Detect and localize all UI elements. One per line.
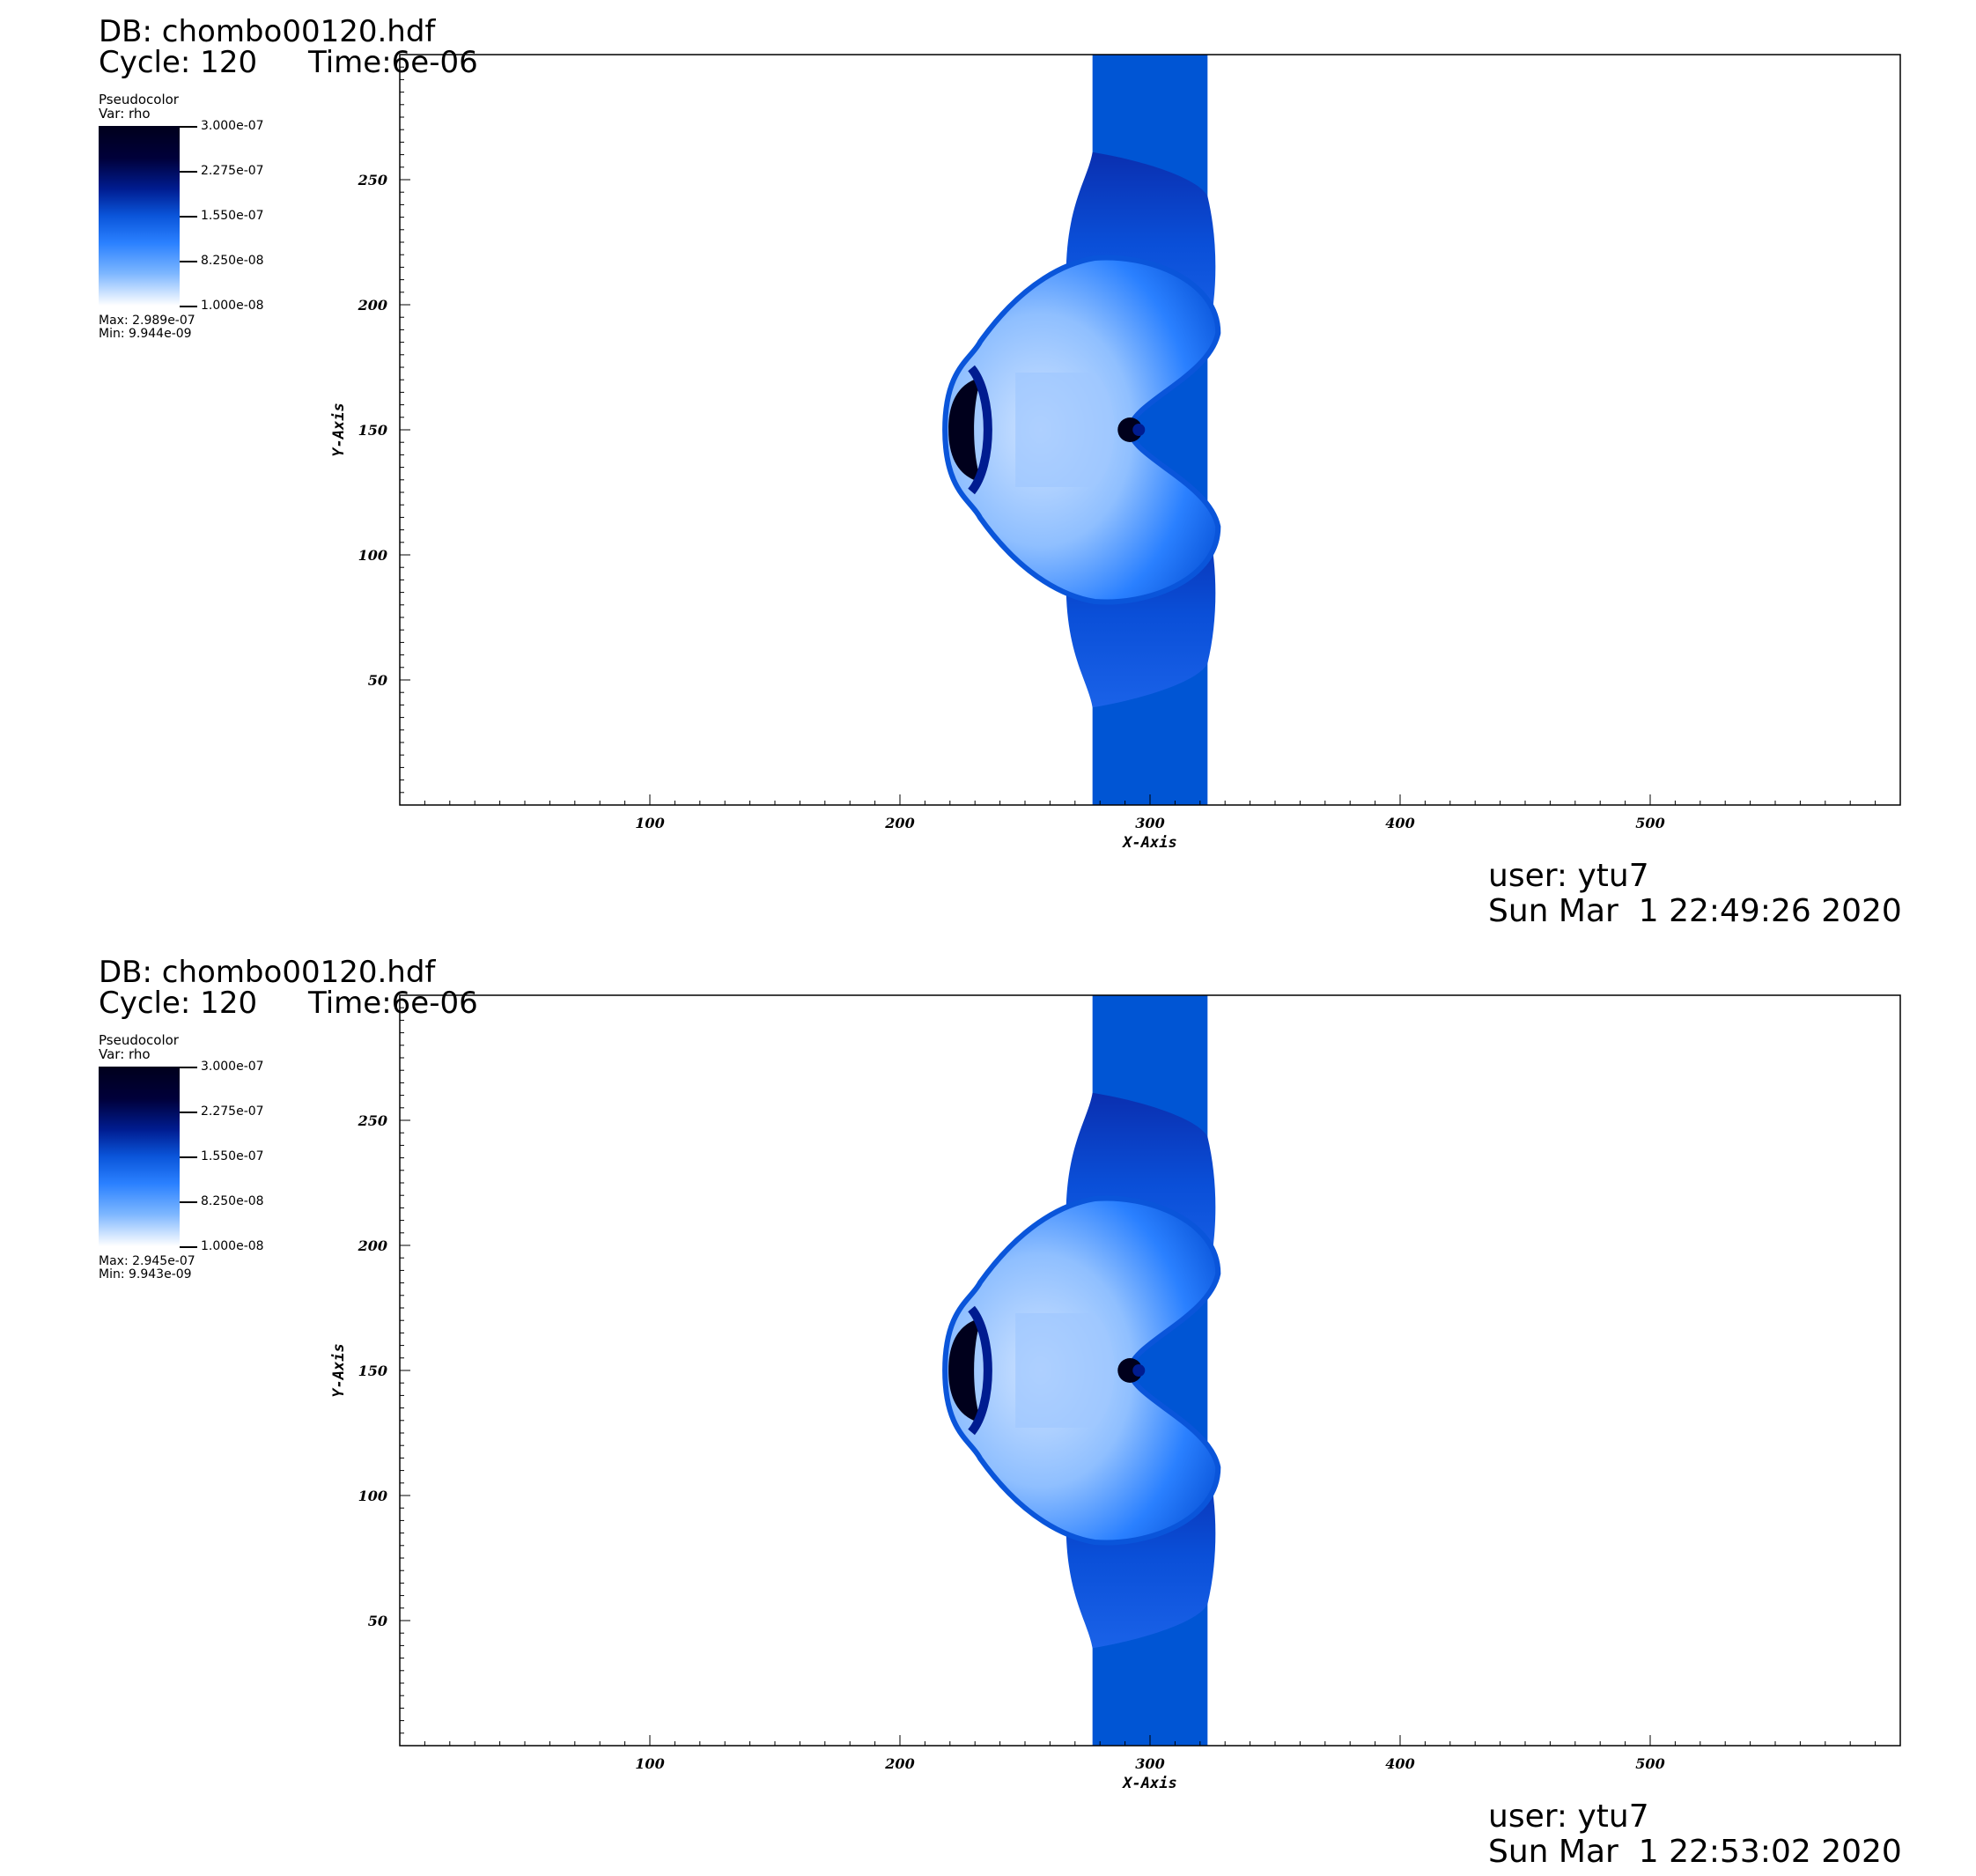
jet-knot (1117, 417, 1143, 442)
legend-min: Min: 9.943e-09 (99, 1267, 192, 1281)
x-tick-label: 500 (1635, 815, 1664, 831)
legend-min: Min: 9.944e-09 (99, 327, 192, 341)
inner-chamber (1015, 1313, 1115, 1428)
colorbar-tick (180, 1156, 197, 1158)
colorbar (99, 1067, 180, 1246)
x-tick-label: 200 (884, 1755, 914, 1772)
y-tick-label: 200 (358, 1237, 387, 1254)
y-axis-title: Y-Axis (330, 1343, 348, 1397)
legend-variable: Var: rho (99, 1046, 151, 1062)
pseudocolor-plot: 100 200 300 400 500 50 100 150 200 250 X-Axis Y-Axi… (330, 994, 1901, 1792)
database-label: DB: chombo00120.hdf (99, 14, 436, 49)
colorbar-label: 1.000e-08 (201, 1239, 264, 1253)
inner-chamber (1015, 373, 1115, 487)
colorbar-tick (180, 1201, 197, 1203)
y-tick-label: 250 (358, 1112, 387, 1129)
colorbar-tick (180, 126, 197, 128)
shock-shell (968, 1305, 992, 1436)
time-label: Time:6e-06 (308, 45, 478, 80)
time-label: Time:6e-06 (308, 986, 478, 1021)
x-tick-label: 400 (1385, 1755, 1414, 1772)
colorbar-label: 1.550e-07 (201, 1149, 264, 1163)
dense-shock-front (948, 1318, 983, 1423)
shock-shell (968, 365, 992, 495)
colorbar-label: 1.000e-08 (201, 299, 264, 313)
jet-knot-core (1132, 1364, 1146, 1377)
jet-knot-core (1132, 424, 1146, 436)
x-tick-label: 500 (1635, 1755, 1664, 1772)
y-tick-label: 50 (368, 672, 387, 689)
x-tick-label: 200 (884, 815, 914, 831)
y-tick-label: 100 (358, 1488, 387, 1504)
database-label: DB: chombo00120.hdf (99, 955, 436, 990)
colorbar-label: 2.275e-07 (201, 164, 264, 178)
colorbar-tick (180, 261, 197, 262)
jet-knot (1117, 1358, 1143, 1383)
colorbar-label: 8.250e-08 (201, 1194, 264, 1208)
legend-max: Max: 2.945e-07 (99, 1254, 195, 1268)
visit-frame-2: 100 200 300 400 500 50 100 150 200 250 X-Axis Y-Axi… (0, 941, 1976, 1876)
colorbar-label: 2.275e-07 (201, 1104, 264, 1119)
colorbar-tick (180, 1112, 197, 1113)
cycle-label: Cycle: 120 (99, 986, 258, 1021)
colorbar-label: 3.000e-07 (201, 119, 264, 133)
legend-max: Max: 2.989e-07 (99, 314, 195, 328)
colorbar-tick (180, 171, 197, 173)
x-tick-label: 300 (1135, 815, 1164, 831)
colorbar-label: 8.250e-08 (201, 254, 264, 268)
dense-shock-front (948, 377, 983, 483)
y-tick-label: 150 (358, 1363, 387, 1379)
date-label: Sun Mar 1 22:49:26 2020 (1488, 893, 1902, 929)
legend-variable: Var: rho (99, 106, 151, 122)
y-axis-title: Y-Axis (330, 403, 348, 456)
y-tick-label: 100 (358, 547, 387, 564)
date-label: Sun Mar 1 22:53:02 2020 (1488, 1834, 1902, 1870)
colorbar-label: 3.000e-07 (201, 1060, 264, 1074)
y-tick-label: 200 (358, 297, 387, 314)
colorbar-tick (180, 306, 197, 307)
y-tick-label: 50 (368, 1613, 387, 1629)
x-axis-title: X-Axis (1121, 834, 1176, 852)
legend-title: Pseudocolor (99, 92, 179, 107)
x-axis-title: X-Axis (1121, 1775, 1176, 1792)
x-tick-label: 100 (635, 1755, 664, 1772)
x-tick-label: 100 (635, 815, 664, 831)
x-tick-label: 400 (1385, 815, 1414, 831)
user-label: user: ytu7 (1488, 1798, 1649, 1835)
pseudocolor-plot: 100 200 300 400 500 50 100 150 200 250 X-Axis Y-Axi… (330, 54, 1901, 852)
colorbar (99, 126, 180, 306)
colorbar-tick (180, 216, 197, 218)
x-tick-label: 300 (1135, 1755, 1164, 1772)
y-tick-label: 150 (358, 422, 387, 439)
colorbar-tick (180, 1067, 197, 1068)
visit-frame-1: 100 200 300 400 500 50 100 150 200 250 X-Axis Y-Axi… (0, 0, 1976, 935)
legend-title: Pseudocolor (99, 1032, 179, 1048)
colorbar-tick (180, 1246, 197, 1248)
user-label: user: ytu7 (1488, 858, 1649, 894)
y-tick-label: 250 (358, 172, 387, 188)
cycle-label: Cycle: 120 (99, 45, 258, 80)
colorbar-label: 1.550e-07 (201, 209, 264, 223)
